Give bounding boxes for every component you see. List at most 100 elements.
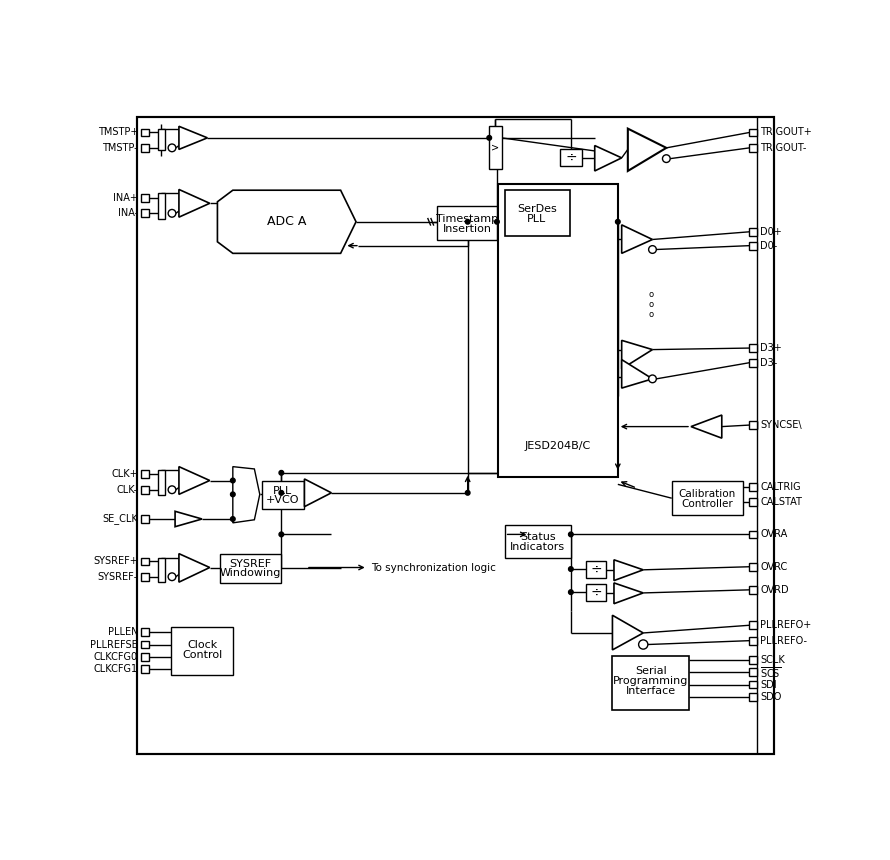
Text: SYSREF-: SYSREF-: [98, 572, 138, 581]
Polygon shape: [175, 512, 202, 526]
Bar: [142, 515, 149, 523]
Text: ÷: ÷: [590, 562, 602, 577]
Text: Indicators: Indicators: [510, 542, 565, 552]
Text: CLK+: CLK+: [111, 470, 138, 479]
Text: PLLREFO+: PLLREFO+: [760, 620, 812, 630]
Circle shape: [639, 640, 648, 649]
Bar: [142, 666, 149, 673]
Bar: [142, 470, 149, 478]
Bar: [220, 554, 281, 583]
Text: JESD204B/C: JESD204B/C: [524, 441, 591, 451]
Bar: [158, 129, 165, 150]
Text: OVRD: OVRD: [760, 585, 789, 595]
Circle shape: [487, 136, 491, 140]
Bar: [587, 585, 606, 601]
Bar: [612, 656, 690, 710]
Text: D0-: D0-: [760, 241, 778, 250]
Bar: [505, 190, 570, 237]
Bar: [587, 562, 606, 578]
Text: TMSTP-: TMSTP-: [102, 143, 138, 153]
Text: Clock: Clock: [187, 640, 217, 649]
Text: CLKCFG0: CLKCFG0: [94, 652, 138, 662]
Polygon shape: [179, 467, 210, 494]
Bar: [749, 421, 757, 429]
Text: SYSREF: SYSREF: [230, 559, 271, 568]
Bar: [437, 206, 497, 240]
Polygon shape: [614, 560, 643, 580]
Text: OVRA: OVRA: [760, 530, 788, 539]
Text: SDO: SDO: [760, 691, 781, 702]
Polygon shape: [614, 583, 643, 604]
Bar: [749, 586, 757, 593]
Circle shape: [465, 219, 470, 224]
Polygon shape: [622, 359, 652, 388]
Bar: [749, 693, 757, 701]
Bar: [158, 194, 165, 218]
Text: Interface: Interface: [626, 686, 676, 697]
Circle shape: [279, 532, 284, 537]
Text: >: >: [491, 142, 499, 152]
Text: D3+: D3+: [760, 343, 782, 353]
Bar: [749, 344, 757, 352]
Bar: [142, 210, 149, 218]
Bar: [490, 126, 502, 169]
Text: +VCO: +VCO: [266, 494, 300, 505]
Circle shape: [649, 246, 656, 254]
Circle shape: [231, 492, 235, 497]
Polygon shape: [179, 554, 210, 582]
Text: SCLK: SCLK: [760, 655, 785, 665]
Circle shape: [279, 470, 284, 475]
Text: D3-: D3-: [760, 358, 778, 368]
Circle shape: [569, 532, 573, 537]
Bar: [142, 486, 149, 494]
Circle shape: [168, 486, 176, 494]
Text: SYSREF+: SYSREF+: [93, 556, 138, 567]
Bar: [142, 144, 149, 151]
Polygon shape: [691, 415, 722, 438]
Bar: [749, 482, 757, 490]
Text: ÷: ÷: [565, 150, 577, 165]
Polygon shape: [179, 189, 210, 218]
Bar: [142, 653, 149, 660]
Bar: [749, 144, 757, 151]
Bar: [749, 681, 757, 688]
Text: $\overline{\rm SCS}$: $\overline{\rm SCS}$: [760, 665, 781, 679]
Bar: [749, 242, 757, 249]
Polygon shape: [217, 190, 356, 254]
Bar: [749, 228, 757, 236]
Bar: [142, 129, 149, 137]
Bar: [560, 150, 582, 166]
Bar: [749, 636, 757, 644]
Polygon shape: [179, 126, 207, 150]
Circle shape: [649, 375, 656, 383]
Text: SYNCSE\: SYNCSE\: [760, 420, 802, 430]
Text: o: o: [649, 310, 653, 319]
Circle shape: [168, 144, 176, 151]
Text: SE_CLK: SE_CLK: [102, 513, 138, 525]
Polygon shape: [622, 341, 652, 369]
Bar: [749, 668, 757, 676]
Bar: [749, 622, 757, 630]
Circle shape: [279, 490, 284, 495]
Text: TRIGOUT-: TRIGOUT-: [760, 143, 806, 153]
Bar: [749, 129, 757, 137]
Polygon shape: [595, 145, 622, 171]
Text: To synchronization logic: To synchronization logic: [371, 562, 497, 573]
Polygon shape: [233, 467, 260, 523]
Polygon shape: [304, 479, 331, 507]
Circle shape: [465, 490, 470, 495]
Text: SerDes: SerDes: [517, 205, 557, 214]
Text: TMSTP+: TMSTP+: [98, 127, 138, 138]
Text: OVRC: OVRC: [760, 562, 788, 572]
Text: SDI: SDI: [760, 679, 777, 690]
Text: Serial: Serial: [635, 666, 667, 677]
Text: ADC A: ADC A: [267, 215, 306, 228]
Bar: [262, 481, 304, 509]
Circle shape: [231, 517, 235, 521]
Circle shape: [569, 567, 573, 571]
Text: Control: Control: [182, 649, 222, 660]
Circle shape: [495, 219, 499, 224]
Bar: [672, 481, 743, 515]
Bar: [142, 641, 149, 648]
Text: PLLREFSE: PLLREFSE: [91, 640, 138, 649]
